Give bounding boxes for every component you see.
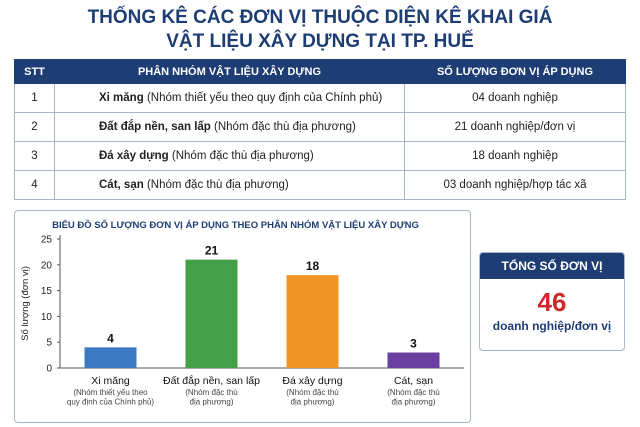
total-label: TỔNG SỐ ĐƠN VỊ bbox=[480, 253, 624, 279]
title-line-1: THỐNG KÊ CÁC ĐƠN VỊ THUỘC DIỆN KÊ KHAI G… bbox=[87, 7, 553, 28]
table-row: 1 Xi măng (Nhóm thiết yếu theo quy định … bbox=[14, 83, 626, 113]
row-group-name: Xi măng bbox=[99, 92, 144, 104]
row-stt: 1 bbox=[14, 83, 55, 113]
row-group-note: (Nhóm đặc thù địa phương) bbox=[171, 150, 314, 162]
row-group-note: (Nhóm đặc thù địa phương) bbox=[214, 121, 356, 133]
row-group: Đất đắp nền, san lấp (Nhóm đặc thù địa p… bbox=[54, 112, 405, 142]
table-header-row: STT PHÂN NHÓM VẬT LIỆU XÂY DỰNG SỐ LƯỢNG… bbox=[14, 59, 626, 84]
chart-title: BIỂU ĐỒ SỐ LƯỢNG ĐƠN VỊ ÁP DỤNG THEO PHÂ… bbox=[52, 220, 419, 231]
header-count: SỐ LƯỢNG ĐƠN VỊ ÁP DỤNG bbox=[404, 59, 626, 84]
row-count: 21 doanh nghiệp/đơn vị bbox=[404, 112, 626, 142]
total-value: 46 bbox=[537, 287, 567, 317]
title-line-2: VẬT LIỆU XÂY DỰNG TẠI TP. HUẾ bbox=[166, 31, 474, 52]
row-count: 04 doanh nghiệp bbox=[404, 83, 626, 113]
row-group: Cát, sạn (Nhóm đặc thù địa phương) bbox=[54, 170, 405, 200]
table-row: 2 Đất đắp nền, san lấp (Nhóm đặc thù địa… bbox=[14, 112, 626, 142]
row-group-note: (Nhóm thiết yếu theo quy định của Chính … bbox=[146, 92, 383, 104]
table-row: 3 Đá xây dựng (Nhóm đặc thù địa phương) … bbox=[14, 141, 626, 171]
row-count: 18 doanh nghiệp bbox=[404, 141, 626, 171]
row-stt: 3 bbox=[14, 141, 55, 171]
row-group-note: (Nhóm đặc thù địa phương) bbox=[146, 179, 289, 191]
row-stt: 2 bbox=[14, 112, 55, 142]
chart-panel bbox=[14, 210, 471, 423]
row-group-name: Cát, sạn bbox=[99, 179, 144, 191]
material-table: STT PHÂN NHÓM VẬT LIỆU XÂY DỰNG SỐ LƯỢNG… bbox=[14, 59, 626, 200]
row-stt: 4 bbox=[14, 170, 55, 200]
total-unit: doanh nghiệp/đơn vị bbox=[492, 319, 612, 333]
header-group: PHÂN NHÓM VẬT LIỆU XÂY DỰNG bbox=[54, 59, 405, 84]
row-count: 03 doanh nghiệp/hợp tác xã bbox=[404, 170, 626, 200]
row-group: Xi măng (Nhóm thiết yếu theo quy định củ… bbox=[54, 83, 405, 113]
row-group-name: Đất đắp nền, san lấp bbox=[99, 121, 211, 133]
page-title: THỐNG KÊ CÁC ĐƠN VỊ THUỘC DIỆN KÊ KHAI G… bbox=[0, 6, 640, 54]
total-panel: TỔNG SỐ ĐƠN VỊ 46 doanh nghiệp/đơn vị bbox=[479, 252, 625, 351]
row-group: Đá xây dựng (Nhóm đặc thù địa phương) bbox=[54, 141, 405, 171]
header-stt: STT bbox=[14, 59, 55, 84]
table-row: 4 Cát, sạn (Nhóm đặc thù địa phương) 03 … bbox=[14, 170, 626, 200]
row-group-name: Đá xây dựng bbox=[99, 150, 169, 162]
